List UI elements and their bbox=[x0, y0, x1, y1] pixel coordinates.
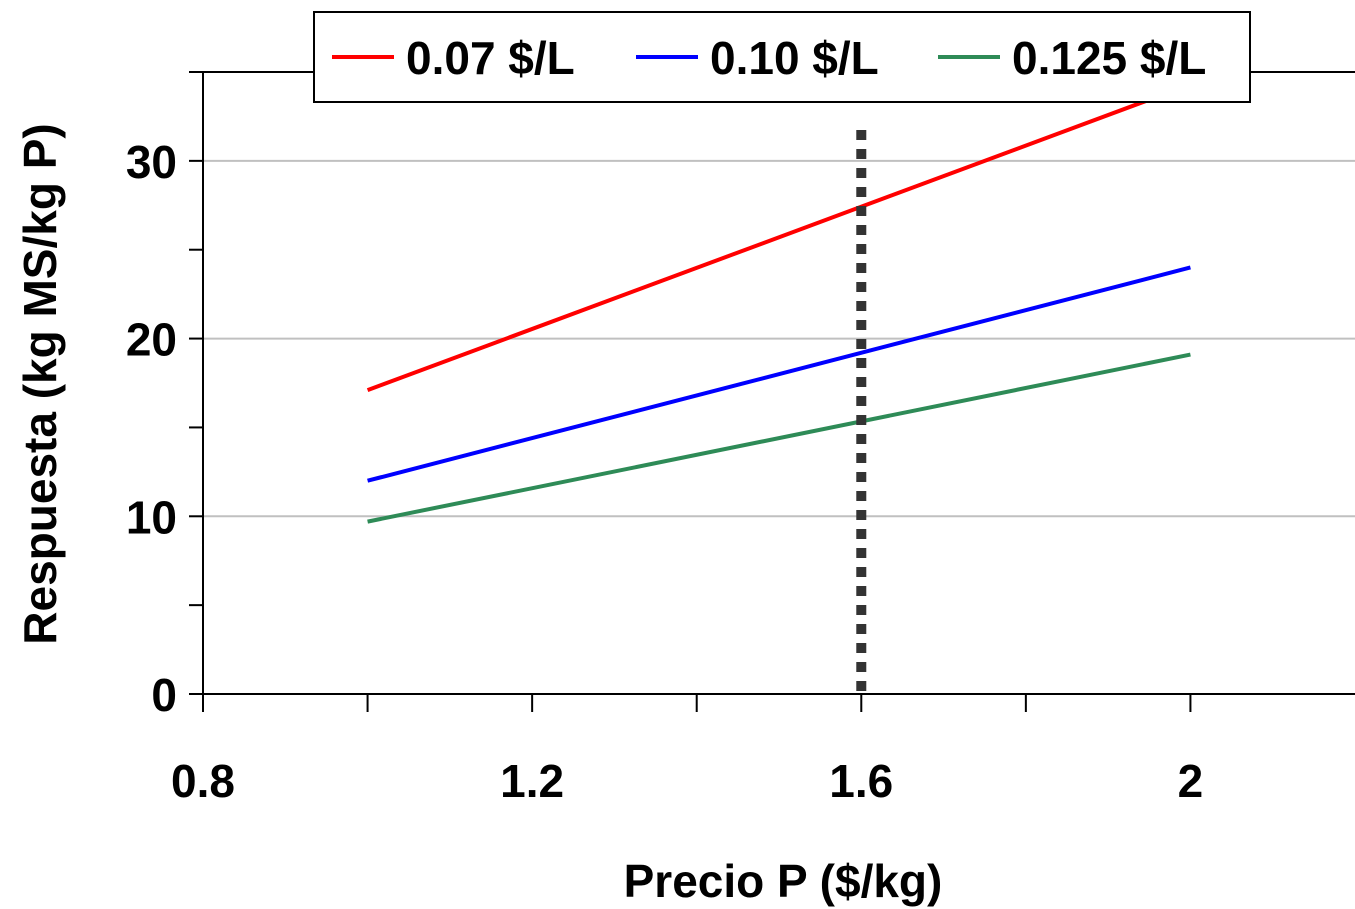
y-tick-label: 30 bbox=[126, 136, 177, 188]
series-line-1 bbox=[366, 82, 1192, 392]
axes bbox=[202, 71, 1355, 695]
x-tick-label: 2 bbox=[1178, 755, 1204, 807]
y-tick-label: 10 bbox=[126, 491, 177, 543]
x-tick-label: 1.6 bbox=[829, 755, 893, 807]
legend: 0.07 $/L 0.10 $/L 0.125 $/L bbox=[313, 11, 1251, 103]
x-axis-title: Precio P ($/kg) bbox=[624, 855, 943, 907]
legend-label: 0.10 $/L bbox=[710, 32, 879, 84]
y-axis-title: Respuesta (kg MS/kg P) bbox=[14, 123, 66, 644]
legend-label: 0.07 $/L bbox=[406, 32, 575, 84]
legend-box bbox=[313, 11, 1251, 103]
legend-label: 0.125 $/L bbox=[1012, 32, 1206, 84]
series-line-2 bbox=[367, 265, 1191, 483]
x-tick-label: 0.8 bbox=[171, 755, 235, 807]
grid-lines bbox=[203, 159, 1355, 518]
axis-ticks: 0 10 20 30 0.8 1.2 1.6 2 bbox=[126, 71, 1204, 807]
y-tick-label: 20 bbox=[126, 314, 177, 366]
series-lines bbox=[366, 82, 1192, 524]
x-tick-label: 1.2 bbox=[500, 755, 564, 807]
y-tick-label: 0 bbox=[151, 669, 177, 721]
series-line-3 bbox=[367, 352, 1191, 524]
